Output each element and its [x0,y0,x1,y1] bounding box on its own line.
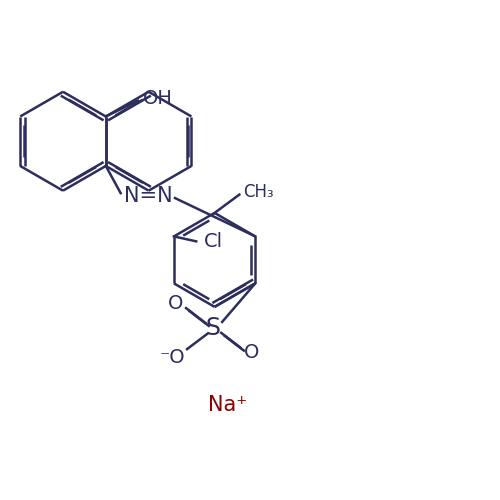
Text: S: S [206,316,220,340]
Text: OH: OH [143,88,173,108]
Text: N=N: N=N [124,186,172,206]
Text: O: O [168,294,183,312]
Text: O: O [244,343,260,362]
Text: Na⁺: Na⁺ [208,394,248,414]
Text: CH₃: CH₃ [243,182,274,200]
Text: Cl: Cl [204,232,223,251]
Text: ⁻O: ⁻O [160,348,185,367]
